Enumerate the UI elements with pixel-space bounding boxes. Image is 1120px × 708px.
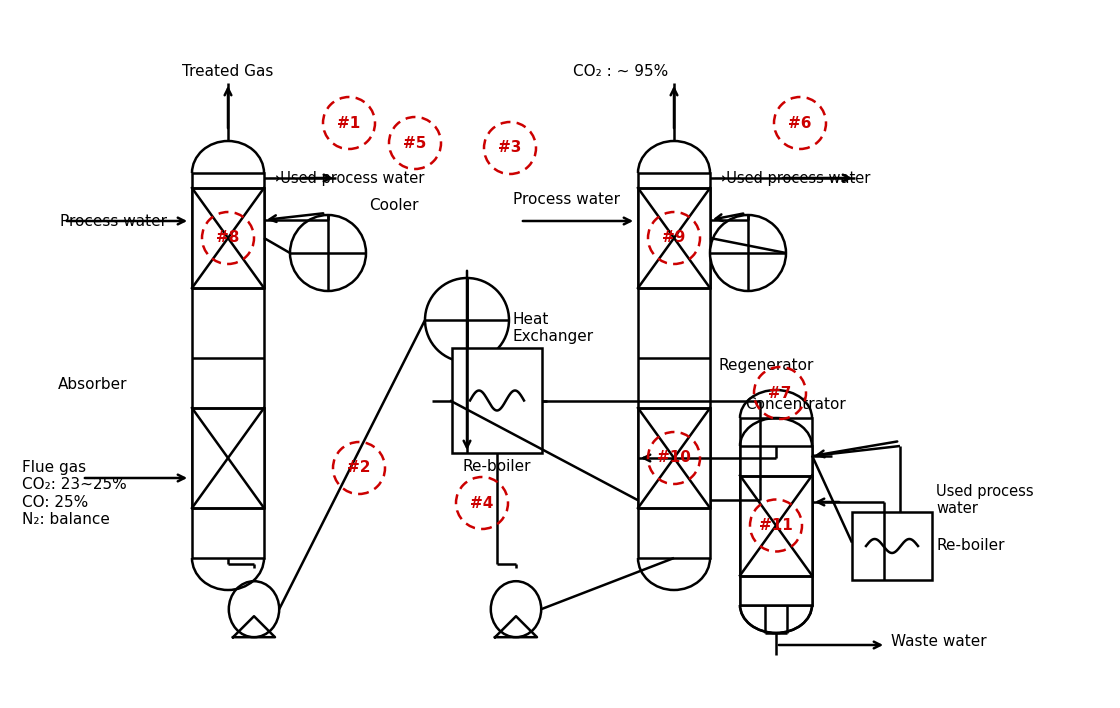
Text: #7: #7 — [768, 385, 792, 401]
Bar — [740, 446, 812, 605]
Text: #2: #2 — [347, 460, 371, 476]
Text: Re-boiler: Re-boiler — [463, 459, 531, 474]
Text: #8: #8 — [216, 231, 240, 246]
Bar — [740, 476, 812, 576]
Text: Regenerator: Regenerator — [718, 358, 813, 373]
Text: →Used process water: →Used process water — [268, 171, 424, 185]
Text: Waste water: Waste water — [892, 634, 987, 649]
Text: #10: #10 — [657, 450, 691, 465]
Bar — [192, 173, 264, 558]
Text: →Used process water: →Used process water — [715, 171, 870, 185]
Text: #5: #5 — [403, 135, 427, 151]
Text: #4: #4 — [470, 496, 494, 510]
Text: Process water: Process water — [513, 192, 620, 207]
Text: #9: #9 — [662, 231, 685, 246]
Text: #3: #3 — [498, 140, 522, 156]
Circle shape — [710, 215, 786, 291]
Bar — [192, 408, 264, 508]
Text: Flue gas
CO₂: 23~25%
CO: 25%
N₂: balance: Flue gas CO₂: 23~25% CO: 25% N₂: balance — [22, 460, 127, 527]
Text: Heat
Exchanger: Heat Exchanger — [513, 312, 594, 344]
Circle shape — [424, 278, 508, 362]
Text: #11: #11 — [759, 518, 793, 533]
Ellipse shape — [228, 581, 279, 637]
Text: Used process
water: Used process water — [936, 484, 1034, 516]
Bar — [638, 173, 710, 558]
Ellipse shape — [491, 581, 541, 637]
Text: Cooler: Cooler — [368, 198, 419, 213]
Text: Concentrator: Concentrator — [745, 397, 846, 412]
Text: CO₂ : ~ 95%: CO₂ : ~ 95% — [573, 64, 669, 79]
Text: #6: #6 — [788, 115, 812, 130]
Text: #1: #1 — [337, 115, 361, 130]
Bar — [638, 188, 710, 288]
Bar — [452, 348, 542, 453]
Text: Absorber: Absorber — [57, 377, 127, 392]
Text: Re-boiler: Re-boiler — [936, 539, 1005, 554]
Circle shape — [290, 215, 366, 291]
Bar — [852, 512, 932, 580]
Text: Treated Gas: Treated Gas — [183, 64, 273, 79]
Bar — [638, 408, 710, 508]
Bar — [192, 188, 264, 288]
Text: Process water: Process water — [60, 214, 167, 229]
Bar — [740, 418, 812, 605]
